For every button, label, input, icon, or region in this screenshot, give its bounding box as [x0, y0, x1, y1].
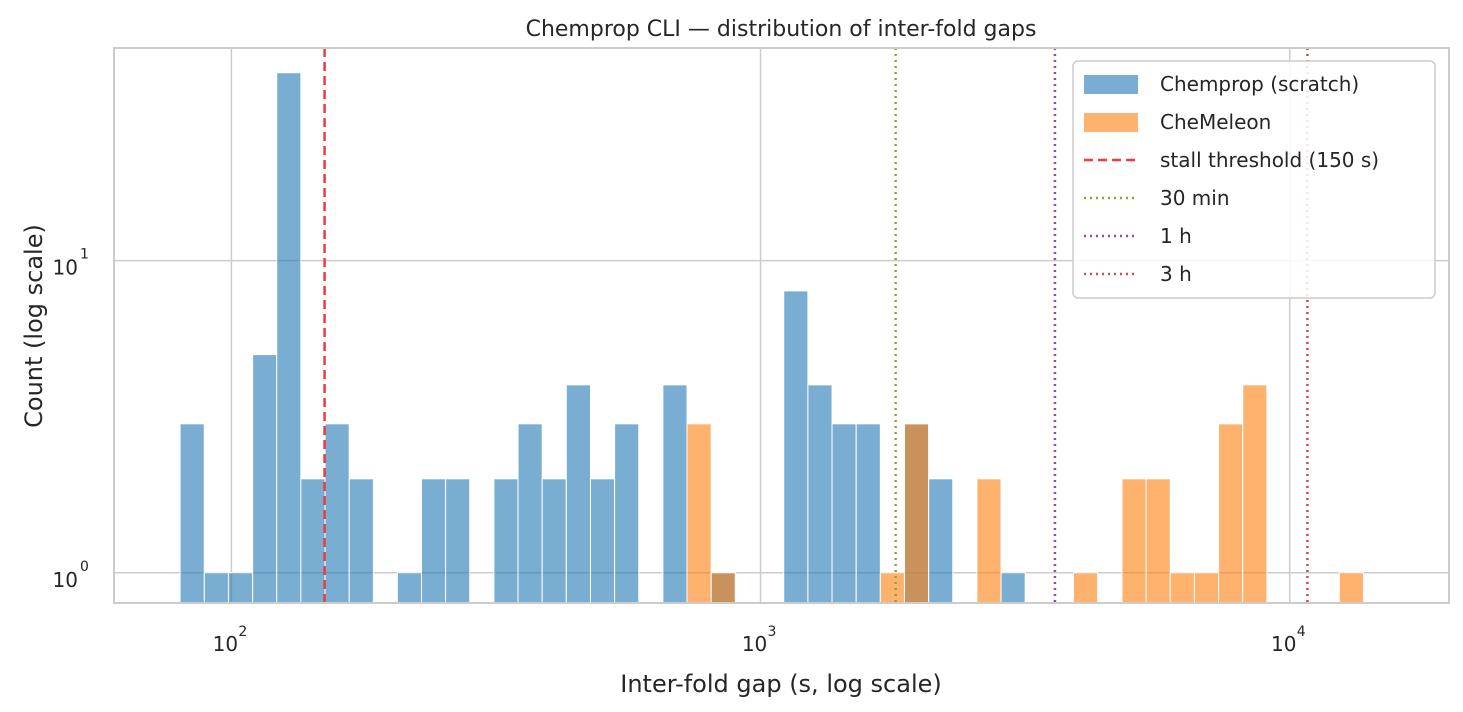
x-axis-label: Inter-fold gap (s, log scale): [620, 670, 941, 698]
histogram-bar: [1193, 572, 1220, 604]
histogram-bar: [348, 478, 374, 604]
x-tick-label: 10: [742, 632, 767, 656]
histogram-bar: [396, 572, 423, 604]
histogram-bar: [1169, 572, 1195, 604]
y-tick-label: 10: [53, 256, 78, 280]
histogram-bar: [324, 423, 350, 604]
x-tick-label: 10: [213, 632, 238, 656]
y-tick-label: 10: [53, 568, 78, 592]
x-tick-label: 10: [1271, 632, 1296, 656]
histogram-bar: [1218, 423, 1244, 604]
histogram-bar: [1000, 572, 1026, 604]
reference-lines: [323, 48, 1309, 603]
x-tick-exponent: 3: [768, 624, 777, 640]
y-axis-label: Count (log scale): [20, 224, 48, 428]
legend-label: 1 h: [1160, 224, 1192, 248]
histogram-bar: [855, 423, 881, 604]
legend-label: CheMeleon: [1160, 110, 1271, 134]
histogram-bar: [276, 72, 302, 604]
histogram-bar: [421, 478, 447, 604]
histogram-bar: [614, 423, 640, 604]
legend-label: 3 h: [1160, 262, 1192, 286]
histogram-bar: [879, 572, 905, 604]
histogram-bar: [928, 478, 954, 604]
x-tick-labels: 10 2 10 3 10 4: [213, 624, 1306, 656]
histogram-bar: [1145, 478, 1171, 604]
x-tick-exponent: 2: [238, 624, 247, 640]
histogram-bar: [203, 572, 230, 604]
series-chemprop-bars: [179, 72, 1026, 604]
y-tick-exponent: 0: [80, 559, 89, 575]
chart-title: Chemprop CLI — distribution of inter-fol…: [526, 17, 1037, 42]
legend-frame: [1072, 60, 1436, 299]
legend-label: stall threshold (150 s): [1160, 148, 1379, 172]
legend-swatch: [1084, 75, 1138, 94]
x-tick-exponent: 4: [1297, 624, 1306, 640]
histogram-bar: [662, 384, 688, 604]
histogram-bar: [783, 290, 809, 604]
legend: Chemprop (scratch) CheMeleon stall thresho…: [1072, 60, 1436, 299]
histogram-bar: [903, 423, 930, 604]
histogram-bar: [1072, 572, 1099, 604]
histogram-bar: [517, 423, 543, 604]
legend-swatch: [1084, 113, 1138, 132]
histogram-bar: [1121, 478, 1147, 604]
histogram-bar: [179, 423, 205, 604]
histogram-bar: [1242, 384, 1268, 604]
histogram-bar: [1338, 572, 1364, 604]
histogram-bar: [565, 384, 591, 604]
histogram-bar: [300, 478, 326, 604]
histogram-bar: [686, 423, 712, 604]
histogram-bar: [445, 478, 471, 604]
histogram-bar: [493, 478, 519, 604]
legend-label: Chemprop (scratch): [1160, 72, 1359, 96]
histogram-bar: [976, 478, 1002, 604]
histogram-bar: [252, 354, 278, 604]
histogram-bar: [831, 423, 857, 604]
histogram-bar: [589, 478, 616, 604]
histogram-bar: [227, 572, 254, 604]
legend-label: 30 min: [1160, 186, 1230, 210]
histogram-bar: [710, 572, 736, 604]
histogram-bar: [807, 384, 833, 604]
y-tick-exponent: 1: [80, 247, 89, 263]
histogram-bar: [541, 478, 567, 604]
plot-frame: [113, 47, 1450, 604]
